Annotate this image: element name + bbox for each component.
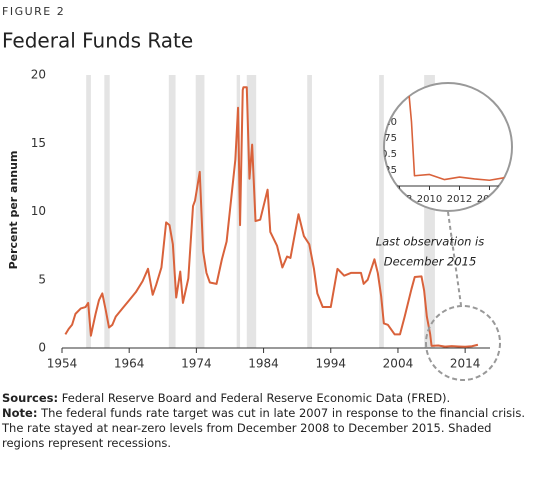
- annotation: Last observation is: [376, 235, 484, 249]
- recession-band: [168, 75, 176, 348]
- chart: FIGURE 2 Federal Funds Rate Percent per …: [2, 5, 532, 381]
- recession-band: [379, 75, 384, 348]
- x-tick-label: 1994: [315, 357, 346, 371]
- inset-x-tick-label: 2008: [387, 194, 412, 205]
- chart-title: Federal Funds Rate: [2, 29, 193, 53]
- inset-x-tick-label: 2012: [447, 194, 472, 205]
- recession-band: [246, 75, 257, 348]
- x-tick-label: 2004: [383, 357, 414, 371]
- x-tick-label: 1954: [47, 357, 78, 371]
- rate-line: [64, 86, 479, 348]
- recession-band: [104, 75, 110, 348]
- y-tick-label: 15: [31, 136, 46, 150]
- callout-circle: [425, 305, 501, 381]
- inset-y-tick-label: 0.25: [375, 165, 397, 176]
- recession-band: [195, 75, 205, 348]
- note-label: Note:: [2, 406, 38, 420]
- callout-connector: [447, 211, 462, 306]
- note: Note: The federal funds rate target was …: [2, 406, 527, 451]
- x-tick-label: 1984: [248, 357, 279, 371]
- y-tick-label: 5: [38, 272, 46, 286]
- inset-x-tick-label: 2014: [477, 194, 502, 205]
- sources-text: Federal Reserve Board and Federal Reserv…: [61, 391, 451, 405]
- sources-label: Sources:: [2, 391, 59, 405]
- x-tick-label: 1974: [181, 357, 212, 371]
- y-axis-label: Percent per annum: [7, 151, 20, 270]
- inset-y-tick-label: 1.0: [381, 117, 397, 128]
- sources: Sources: Federal Reserve Board and Feder…: [2, 391, 527, 406]
- annotation: December 2015: [384, 255, 477, 269]
- inset-x-tick-label: 2010: [417, 194, 442, 205]
- inset-y-tick-label: 0.5: [381, 149, 397, 160]
- y-tick-label: 20: [31, 68, 46, 82]
- recession-band: [424, 75, 435, 348]
- recession-band: [307, 75, 312, 348]
- y-tick-label: 10: [31, 204, 46, 218]
- x-tick-label: 1964: [114, 357, 145, 371]
- inset-circle: [383, 82, 513, 212]
- note-text: The federal funds rate target was cut in…: [2, 406, 525, 450]
- recession-band: [236, 75, 241, 348]
- x-tick-label: 2014: [450, 357, 481, 371]
- recession-band: [86, 75, 91, 348]
- plot: 0 5 10 15 20 1954 1964 1974 1984 1994 2004 2014: [31, 68, 490, 371]
- inset-y-tick-label: 0.75: [375, 133, 397, 144]
- figure-label: FIGURE 2: [2, 5, 65, 18]
- inset-x-tick-label: 2016: [507, 194, 532, 205]
- y-tick-label: 0: [38, 341, 46, 355]
